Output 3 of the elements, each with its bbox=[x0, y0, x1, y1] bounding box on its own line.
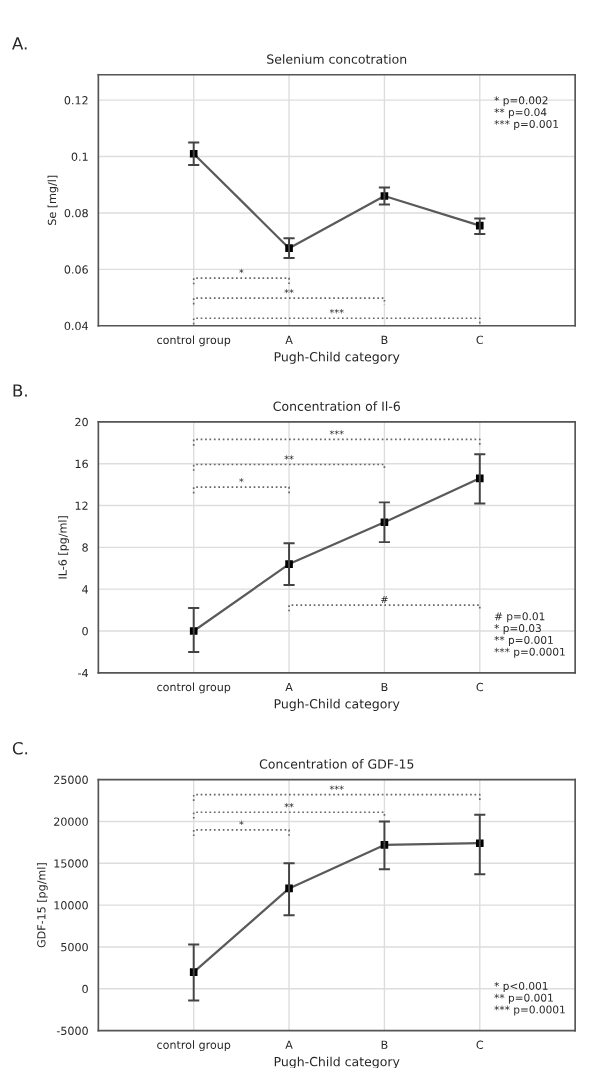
text: C. bbox=[12, 741, 28, 755]
text: A. bbox=[12, 37, 27, 50]
text: B. bbox=[13, 384, 27, 397]
